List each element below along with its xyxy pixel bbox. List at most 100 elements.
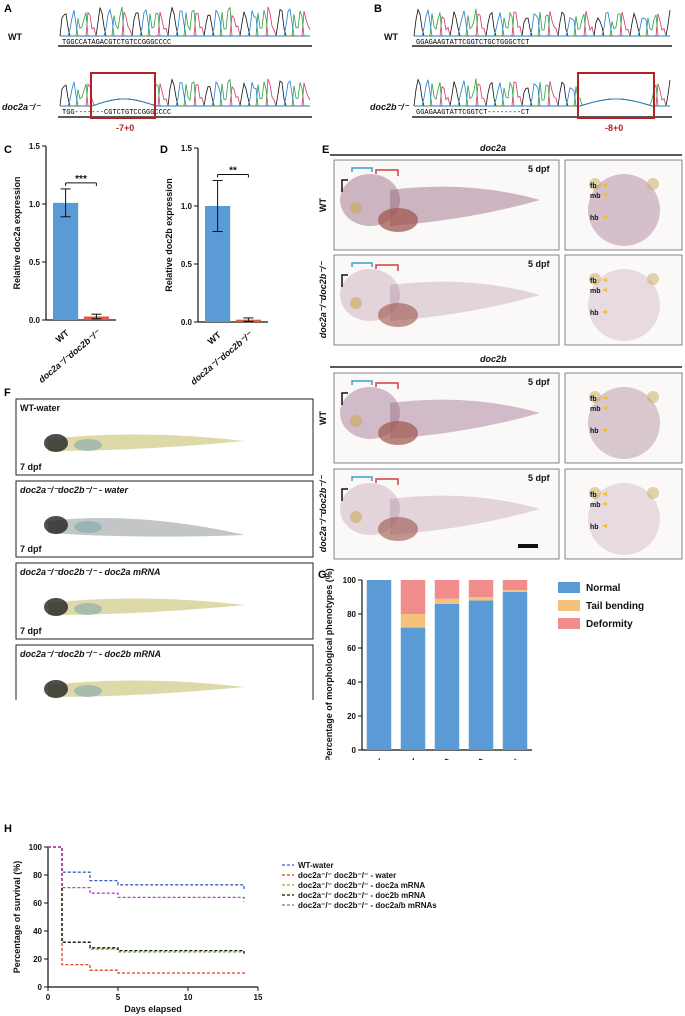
e-larva-yolk xyxy=(378,421,418,445)
e-region-arrow xyxy=(602,524,607,528)
e-lateral-image xyxy=(333,372,560,464)
g-legend-label: Deformity xyxy=(586,619,633,630)
e-region-arrow xyxy=(602,492,607,496)
h-legend-label: doc2a⁻/⁻ doc2b⁻/⁻ - doc2b mRNA xyxy=(298,891,426,900)
e-dorsal-eye xyxy=(647,178,659,190)
e-region-arrow xyxy=(602,502,607,506)
g-bar-segment xyxy=(366,580,392,750)
h-series-line xyxy=(48,846,245,976)
g-legend-label: Normal xyxy=(586,583,621,594)
f-image-frame xyxy=(15,480,314,558)
e-region-fb: fb xyxy=(590,278,597,285)
g-bar-segment xyxy=(434,598,460,604)
panel-a-wt-label: WT xyxy=(8,32,22,42)
f-larva-eye xyxy=(44,434,68,452)
g-bar-segment xyxy=(502,591,528,750)
e-larva-yolk xyxy=(378,303,418,327)
g-y-axis-label: Percentage of morphological phenotypes (… xyxy=(324,568,334,760)
g-bar-segment xyxy=(434,603,460,750)
e-region-arrow xyxy=(602,278,607,282)
e-region-arrow xyxy=(602,183,607,187)
e-region-fb: fb xyxy=(590,396,597,403)
g-legend-swatch xyxy=(558,618,580,629)
e-lateral-image xyxy=(333,254,560,346)
scale-bar xyxy=(518,544,538,548)
h-legend-label: WT-water xyxy=(298,861,334,870)
e-region-hb: hb xyxy=(590,310,599,317)
e-region-mb: mb xyxy=(590,502,601,509)
C-y-axis-label: Relative doc2a expression xyxy=(12,176,22,289)
chromatogram-trace xyxy=(60,8,310,37)
e-dorsal-eye xyxy=(589,178,601,190)
e-region-mb: mb xyxy=(590,193,601,200)
e-region-fb: fb xyxy=(590,492,597,499)
h-series-line xyxy=(48,846,245,889)
e-larva-body xyxy=(390,495,540,535)
D-tick-label: 1.5 xyxy=(181,144,193,153)
e-gene-doc2b: doc2b xyxy=(480,354,507,364)
e-larva-eye xyxy=(350,511,362,523)
D-tick-label: 0.5 xyxy=(181,260,193,269)
e-dorsal-eye xyxy=(589,487,601,499)
e-larva-eye xyxy=(350,297,362,309)
g-bar-segment xyxy=(468,600,494,750)
e-region-fb: fb xyxy=(590,183,597,190)
e-bracket-red xyxy=(375,382,399,389)
f-row-title: doc2a⁻/⁻doc2b⁻/⁻ - doc2a mRNA xyxy=(20,567,161,577)
g-tick-label: 80 xyxy=(347,610,356,619)
C-tick-label: 0.0 xyxy=(29,316,41,325)
e-dorsal-brain xyxy=(588,387,660,459)
h-x-tick-label: 10 xyxy=(184,993,193,1002)
h-series-line xyxy=(48,846,245,957)
e-bracket-black xyxy=(341,274,348,287)
f-larva-eye xyxy=(44,680,68,698)
panel-b-mut-label: doc2b⁻/⁻ xyxy=(370,102,410,112)
C-significance: *** xyxy=(75,174,87,185)
seq-a-wt: TGGCCATAGACGTCTGTCCGGGCCCC xyxy=(62,39,171,47)
f-age-label: 7 dpf xyxy=(20,462,43,472)
g-legend-swatch xyxy=(558,600,580,611)
e-dorsal-brain xyxy=(588,483,660,555)
panel-h-label: H xyxy=(4,823,12,835)
panel-e: E doc2a doc2b 5 dpf WT fb mb hb 5 dpf doc2a⁻/⁻… xyxy=(318,143,683,560)
h-legend-label: doc2a⁻/⁻ doc2b⁻/⁻ - water xyxy=(298,871,396,880)
e-genotype-label: WT xyxy=(318,198,328,212)
e-region-hb: hb xyxy=(590,524,599,531)
f-larva-swimbladder xyxy=(74,521,102,533)
e-dorsal-image xyxy=(564,254,683,346)
e-bracket-black xyxy=(341,488,348,501)
g-legend-label: Tail bending xyxy=(586,601,644,612)
panels-cd: C D 0.00.51.01.5WTdoc2a⁻/⁻doc2b⁻/⁻***Rel… xyxy=(4,142,268,387)
seq-b-wt: GGAGAAGTATTCGGTCTGCTGGGCTCT xyxy=(416,39,529,47)
chromatogram-trace xyxy=(60,80,310,107)
e-larva-yolk xyxy=(378,517,418,541)
f-larva-swimbladder xyxy=(74,685,102,697)
g-tick-label: 100 xyxy=(343,576,357,585)
e-age-label: 5 dpf xyxy=(528,377,551,387)
indel-b: -8+0 xyxy=(605,123,623,133)
panel-d-label: D xyxy=(160,144,168,156)
g-bar-segment xyxy=(502,590,528,592)
D-y-axis-label: Relative doc2b expression xyxy=(164,178,174,292)
e-bracket-red xyxy=(375,169,399,176)
h-y-tick-label: 100 xyxy=(29,843,43,852)
e-dorsal-eye xyxy=(589,273,601,285)
chromatogram-trace xyxy=(414,79,670,107)
e-dorsal-image xyxy=(564,372,683,464)
e-genotype-label: doc2a⁻/⁻doc2b⁻/⁻ xyxy=(318,474,328,552)
panel-a-label: A xyxy=(4,3,12,15)
C-tick-label: 0.5 xyxy=(29,258,41,267)
chromatogram-trace xyxy=(414,9,670,37)
seq-b-mut: GGAGAAGTATTCGGTCT--------CT xyxy=(416,109,529,117)
e-bracket-black xyxy=(341,392,348,405)
D-significance: ** xyxy=(229,165,237,176)
e-dorsal-image xyxy=(564,468,683,560)
e-lateral-image xyxy=(333,159,560,251)
C-tick-label: 1.0 xyxy=(29,200,41,209)
h-series-line xyxy=(48,846,245,954)
chromatogram-a-wt xyxy=(59,6,311,37)
seq-a-mut: TGG-------CGTCTGTCCGGGCCCC xyxy=(62,109,171,117)
f-larva-swimbladder xyxy=(74,603,102,615)
g-bar-segment xyxy=(400,580,426,614)
e-region-mb: mb xyxy=(590,288,601,295)
